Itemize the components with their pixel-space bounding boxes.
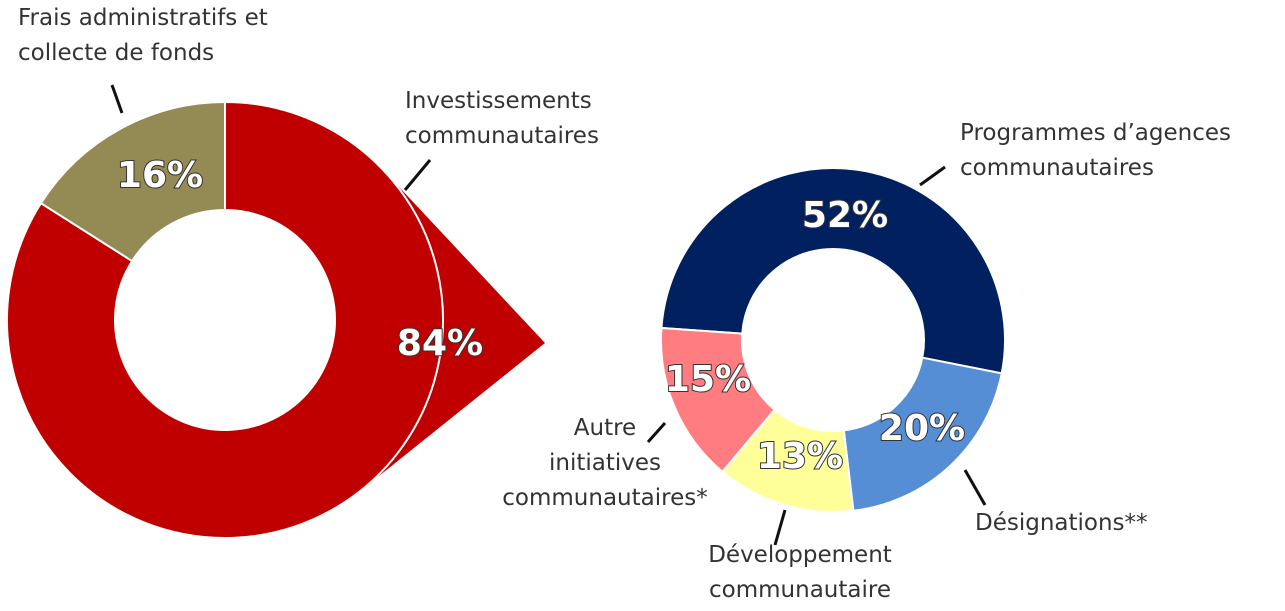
label-line: Frais administratifs et xyxy=(18,5,268,31)
label-line: Programmes d’agences xyxy=(960,120,1231,146)
leader-line xyxy=(110,84,124,114)
category-label: Frais administratifs et collecte de fonds xyxy=(18,5,268,66)
value-label: 13% xyxy=(757,436,843,477)
label-line: communautaires xyxy=(405,123,599,149)
label-line: Désignations** xyxy=(975,510,1148,536)
label-line: communautaire xyxy=(709,577,891,603)
value-label: 84% xyxy=(397,323,483,364)
label-line: Développement xyxy=(708,542,892,568)
value-label: 52% xyxy=(802,195,888,236)
value-label: 20% xyxy=(879,408,965,449)
label-line: Autre xyxy=(574,415,636,441)
label-line: communautaires* xyxy=(502,485,707,511)
leader-line xyxy=(403,159,432,191)
category-label: Programmes d’agences communautaires xyxy=(960,120,1231,181)
donut-segment xyxy=(660,166,1006,375)
donut-hole xyxy=(115,210,335,430)
value-label: 16% xyxy=(117,155,203,196)
label-line: initiatives xyxy=(549,450,661,476)
label-line: communautaires xyxy=(960,155,1154,181)
value-label: 15% xyxy=(665,359,751,400)
leader-line xyxy=(919,165,946,187)
category-label: Investissements communautaires xyxy=(405,88,599,149)
donut-hole xyxy=(742,249,924,431)
category-label: Développement communautaire xyxy=(708,542,892,603)
category-label: Désignations** xyxy=(975,510,1148,536)
leader-line xyxy=(773,509,787,546)
leader-line xyxy=(646,421,667,444)
label-line: collecte de fonds xyxy=(18,40,214,66)
leader-line xyxy=(963,469,987,506)
label-line: Investissements xyxy=(405,88,592,114)
category-label: Autre initiatives communautaires* xyxy=(502,415,707,511)
